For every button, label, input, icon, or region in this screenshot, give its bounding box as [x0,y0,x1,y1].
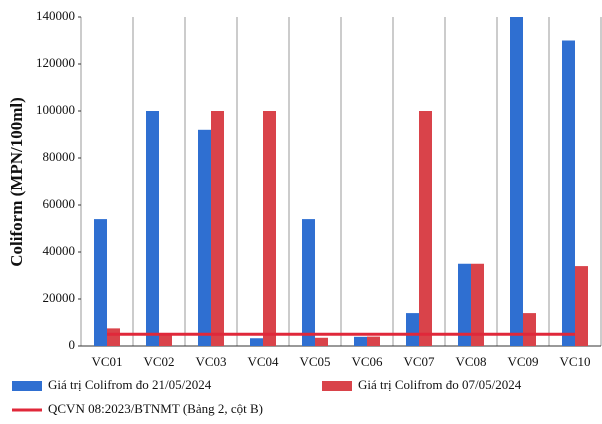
y-tick-label: 120000 [36,55,75,70]
x-tick-label: VC02 [143,354,174,369]
y-tick-label: 20000 [43,290,76,305]
bar [575,266,588,346]
bar [107,328,120,346]
legend-swatch [322,381,352,391]
x-tick-label: VC06 [351,354,383,369]
x-tick-label: VC08 [455,354,486,369]
bar [354,336,367,346]
y-axis-title: Coliform (MPN/100ml) [7,97,26,266]
bar [406,313,419,346]
bar [458,263,471,346]
bar [302,219,315,346]
legend-label: Giá trị Colifrom đo 21/05/2024 [48,377,212,392]
bar [159,334,172,346]
bar [211,111,224,346]
bar [471,263,484,346]
legend-swatch [12,381,42,391]
x-tick-label: VC10 [559,354,590,369]
bar [562,40,575,346]
bar [94,219,107,346]
legend-label: Giá trị Colifrom đo 07/05/2024 [358,377,522,392]
bar [146,111,159,346]
x-tick-label: VC09 [507,354,538,369]
bar [263,111,276,346]
legend-label: QCVN 08:2023/BTNMT (Bảng 2, cột B) [48,401,263,416]
x-tick-label: VC04 [247,354,279,369]
x-tick-label: VC07 [403,354,435,369]
bar [198,129,211,346]
y-tick-label: 140000 [36,8,75,23]
y-tick-label: 100000 [36,102,75,117]
bar [510,17,523,346]
x-tick-label: VC01 [91,354,122,369]
x-tick-label: VC05 [299,354,330,369]
y-tick-label: 60000 [43,196,76,211]
y-tick-label: 40000 [43,243,76,258]
x-tick-label: VC03 [195,354,226,369]
bar [315,337,328,346]
bar [250,338,263,346]
bar [367,336,380,346]
bar [419,111,432,346]
y-tick-label: 0 [69,337,76,352]
bar [523,313,536,346]
y-tick-label: 80000 [43,149,76,164]
